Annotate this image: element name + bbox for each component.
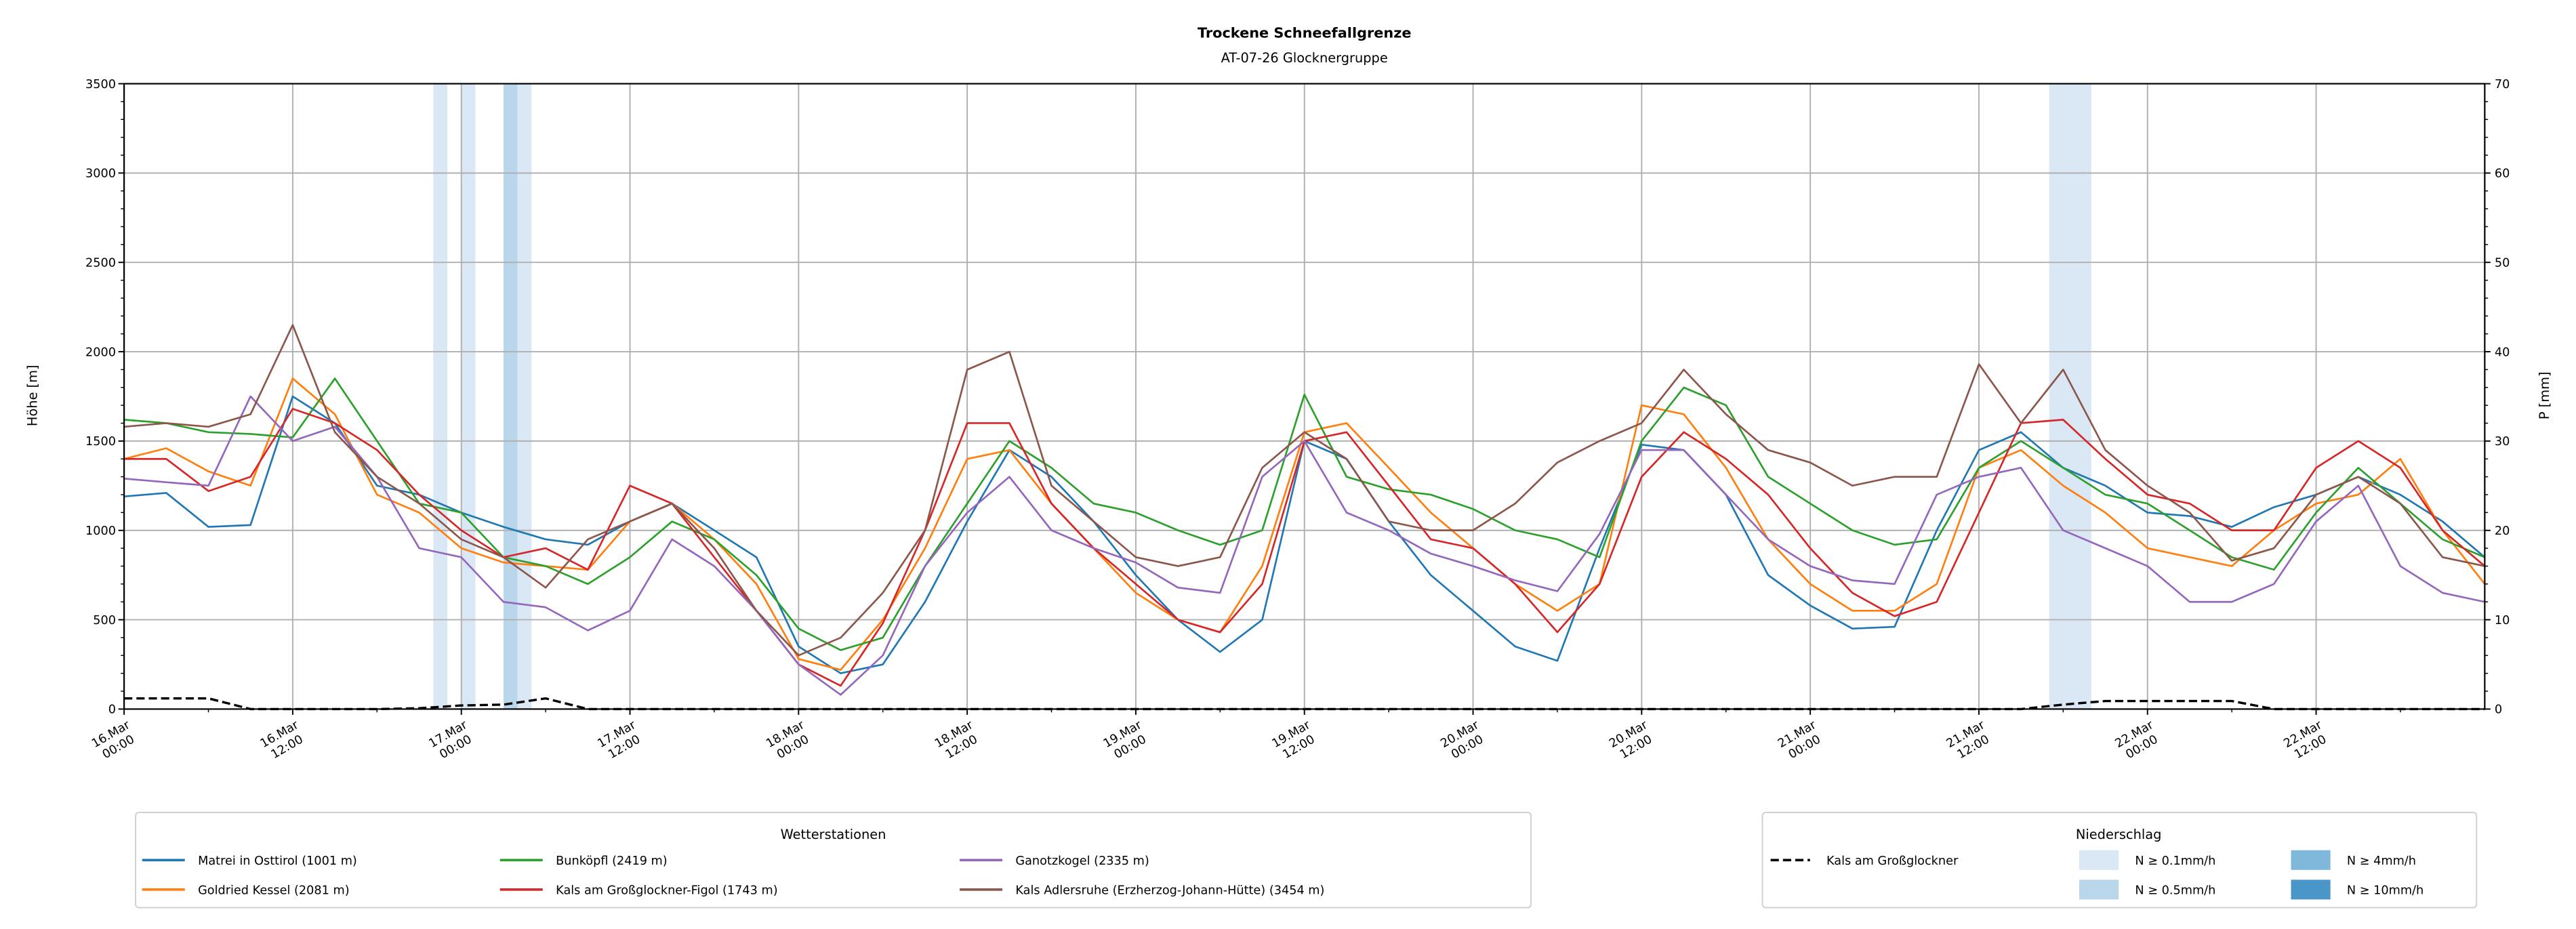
legend-stations-box <box>135 812 1532 909</box>
legend-precip-class-swatch <box>2291 850 2331 870</box>
y-right-tick-label: 0 <box>2495 703 2502 717</box>
legend-label: N ≥ 4mm/h <box>2347 854 2416 868</box>
legend-stations: Wetterstationen Matrei in Osttirol (1001 … <box>135 812 1532 909</box>
y-tick-label: 2000 <box>85 346 116 359</box>
precip-band <box>461 83 476 709</box>
y-tick-label: 3500 <box>85 78 116 91</box>
legend-stations-title: Wetterstationen <box>781 827 886 842</box>
legend-precip-class-swatch <box>2079 850 2119 870</box>
legend-label: N ≥ 0.5mm/h <box>2135 884 2215 897</box>
precip-band <box>2049 83 2091 709</box>
precip-band <box>503 83 518 709</box>
precip-bands <box>433 83 2091 709</box>
y-right-tick-label: 60 <box>2495 167 2510 181</box>
y-right-tick-label: 30 <box>2495 435 2510 449</box>
precip-band <box>517 83 532 709</box>
y-tick-label: 1000 <box>85 524 116 538</box>
legend-label: N ≥ 10mm/h <box>2347 884 2424 897</box>
y-right-tick-label: 70 <box>2495 78 2510 91</box>
legend-precip: Niederschlag Kals am Großglockner N ≥ 0.1m… <box>1761 812 2478 909</box>
y-right-tick-label: 20 <box>2495 524 2510 538</box>
legend-label: Goldried Kessel (2081 m) <box>198 884 350 897</box>
precip-band <box>433 83 447 709</box>
y-tick-label: 0 <box>108 703 116 717</box>
y-axis-right-label: P [mm] <box>2537 371 2552 419</box>
legend-precip-title: Niederschlag <box>2076 827 2161 842</box>
legend-label: Kals am Großglockner <box>1826 854 1959 868</box>
legend-label: Bunköpfl (2419 m) <box>556 854 668 868</box>
legend-precip-class-swatch <box>2079 880 2119 900</box>
axes: 0 500 1000 1500 2000 2500 3000 3500 0 10 20 30 40 50 6… <box>85 78 2510 762</box>
legend-label: Matrei in Osttirol (1001 m) <box>198 854 357 868</box>
y-right-tick-label: 40 <box>2495 346 2510 359</box>
y-tick-label: 500 <box>93 614 116 627</box>
y-tick-label: 3000 <box>85 167 116 181</box>
legend-label: N ≥ 0.1mm/h <box>2135 854 2215 868</box>
series-lines <box>123 324 2486 711</box>
series-line-5 <box>124 324 2485 657</box>
y-right-tick-label: 10 <box>2495 614 2510 627</box>
series-line-2 <box>124 377 2485 651</box>
legend-label: Ganotzkogel (2335 m) <box>1015 854 1149 868</box>
legend-label: Kals Adlersruhe (Erzherzog-Johann-Hütte)… <box>1015 884 1324 897</box>
y-tick-label: 1500 <box>85 435 116 449</box>
y-right-tick-label: 50 <box>2495 257 2510 270</box>
legend-precip-class-swatch <box>2291 880 2331 900</box>
chart-subtitle: AT-07-26 Glocknergruppe <box>1221 50 1388 66</box>
series-line-4 <box>124 395 2485 696</box>
y-axis-label: Höhe [m] <box>25 365 41 426</box>
chart-title: Trockene Schneefallgrenze <box>1198 25 1412 41</box>
legend-label: Kals am Großglockner-Figol (1743 m) <box>556 884 777 897</box>
y-tick-label: 2500 <box>85 257 116 270</box>
